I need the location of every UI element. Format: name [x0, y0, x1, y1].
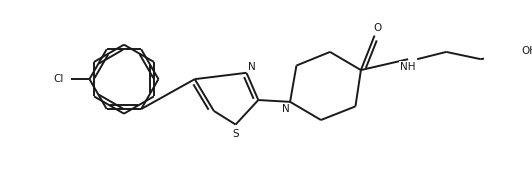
Text: Cl: Cl	[54, 74, 64, 84]
Text: N: N	[248, 62, 256, 72]
Text: OH: OH	[521, 46, 532, 56]
Text: O: O	[373, 23, 381, 33]
Text: S: S	[232, 129, 239, 139]
Text: NH: NH	[401, 62, 416, 72]
Text: N: N	[281, 104, 289, 114]
